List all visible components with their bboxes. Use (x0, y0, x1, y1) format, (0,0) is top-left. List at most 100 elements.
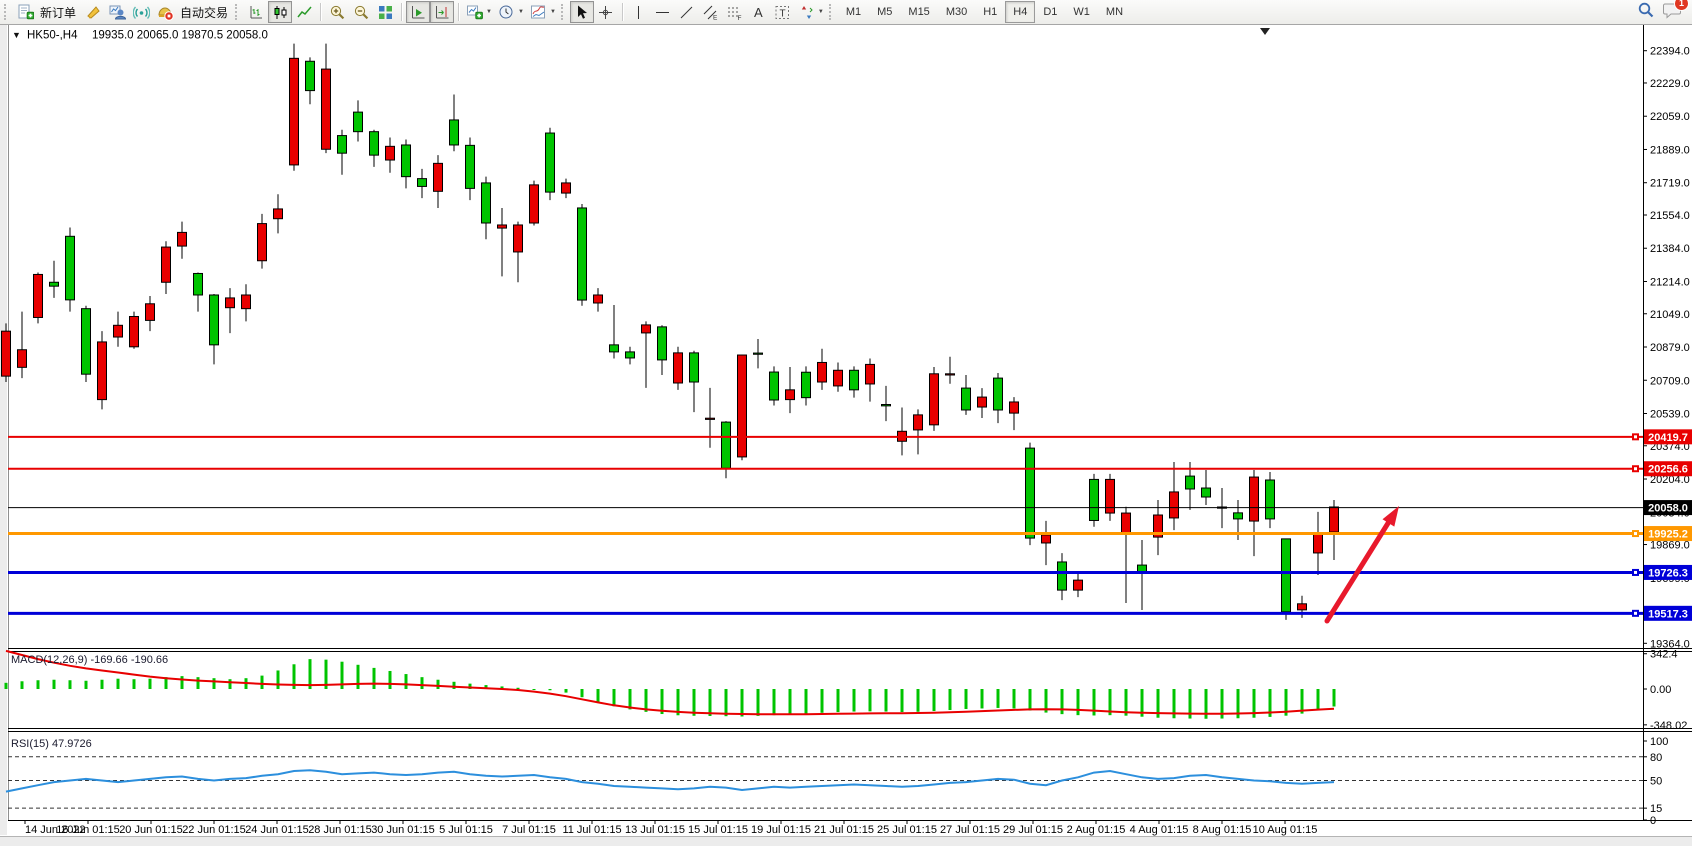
date-axis-label: 13 Jul 01:15 (625, 824, 685, 836)
trend-arrow[interactable] (1324, 506, 1399, 624)
signals-button[interactable] (129, 1, 153, 23)
timeframe-H1[interactable]: H1 (975, 1, 1005, 23)
chart-info-bar: ▼ HK50-,H4 19935.0 20065.0 19870.5 20058… (12, 30, 268, 42)
auto-scroll-button[interactable] (406, 1, 431, 23)
toolbar-grip (828, 4, 835, 20)
line-chart-button[interactable] (292, 1, 316, 23)
arrow-line[interactable] (1324, 517, 1393, 624)
candlestick-chart-button[interactable] (268, 1, 293, 23)
rsi-axis-label: 0 (1650, 815, 1656, 827)
date-axis-label: 22 Jun 01:15 (182, 824, 246, 836)
price-axis[interactable]: 22394.0 22229.0 22059.0 21889.0 21719.0 21554… (1643, 25, 1690, 827)
tile-windows-icon (377, 4, 394, 21)
cursor-button[interactable] (569, 1, 594, 23)
price-axis-label: 21214.0 (1650, 276, 1690, 288)
line-chart-icon (296, 4, 313, 21)
text-icon: A (750, 4, 767, 21)
dropdown-arrow-icon: ▼ (486, 9, 492, 15)
notifications-button[interactable]: 1 (1663, 0, 1689, 24)
arrow-head (1382, 506, 1399, 527)
price-axis-label: 20879.0 (1650, 342, 1690, 354)
new-order-label[interactable]: 新订单 (40, 5, 77, 20)
date-axis-label: 8 Aug 01:15 (1193, 824, 1252, 836)
price-line-badge (1644, 564, 1692, 580)
chart-symbol-period: HK50-,H4 (27, 30, 78, 42)
timeframe-toolbar: M1 M5 M15 M30 H1 H4 D1 W1 MN (838, 1, 1131, 23)
templates-icon (530, 4, 547, 21)
quotes-button[interactable] (81, 1, 105, 23)
macd-signal-line (5, 649, 1335, 716)
price-axis-label: 20539.0 (1650, 409, 1690, 421)
chart-canvas[interactable]: 22394.0 22229.0 22059.0 21889.0 21719.0 21554… (0, 25, 1692, 846)
arrows-button[interactable]: ▼ (795, 1, 827, 23)
templates-button[interactable]: ▼ (527, 1, 559, 23)
autotrading-button[interactable] (153, 1, 177, 23)
timeframe-M1[interactable]: M1 (838, 1, 869, 23)
text-label-button[interactable]: T (771, 1, 795, 23)
dropdown-arrow-icon: ▼ (517, 9, 524, 15)
period-button[interactable]: ▼ (495, 1, 527, 23)
price-line-badge-label: 20256.6 (1648, 464, 1688, 476)
toolbar-separator (458, 3, 460, 21)
chart-area[interactable]: 22394.0 22229.0 22059.0 21889.0 21719.0 21554… (0, 25, 1692, 846)
toolbar-grip (4, 4, 10, 20)
timeframe-M30[interactable]: M30 (938, 1, 975, 23)
notification-badge: 1 (1674, 0, 1689, 11)
zoom-in-button[interactable] (325, 1, 349, 23)
bar-chart-button[interactable] (244, 1, 268, 23)
timeframe-W1[interactable]: W1 (1065, 1, 1098, 23)
new-order-button[interactable] (13, 1, 37, 23)
price-hlines[interactable] (8, 433, 1643, 617)
arrows-icon (798, 4, 815, 21)
timeframe-M5[interactable]: M5 (869, 1, 900, 23)
price-axis-label: 21049.0 (1650, 309, 1690, 321)
date-axis-label: 27 Jul 01:15 (940, 824, 1000, 836)
chart-shift-icon (434, 4, 451, 21)
timeframe-H4[interactable]: H4 (1005, 1, 1036, 23)
date-axis-label: 10 Aug 01:15 (1253, 824, 1318, 836)
market-watch-button[interactable] (105, 1, 129, 23)
price-line-badge-label: 20419.7 (1648, 432, 1688, 444)
text-label-icon: T (774, 4, 791, 21)
cursor-icon (573, 4, 590, 21)
text-button[interactable]: A (747, 1, 771, 23)
equidistant-channel-icon: E (702, 4, 719, 21)
vertical-line-button[interactable] (627, 1, 651, 23)
price-axis-label: 22059.0 (1650, 111, 1690, 123)
date-axis-label: 28 Jun 01:15 (308, 824, 372, 836)
chart-shift-marker[interactable] (1260, 28, 1270, 35)
autotrading-label[interactable]: 自动交易 (180, 5, 229, 20)
crosshair-button[interactable] (594, 1, 618, 23)
trendline-button[interactable] (675, 1, 699, 23)
horizontal-line-button[interactable] (651, 1, 675, 23)
trendline-icon (678, 4, 695, 21)
price-axis-label: 22229.0 (1650, 78, 1690, 90)
price-axis-label: 21384.0 (1650, 243, 1690, 255)
macd-indicator-label: MACD(12,26,9) -169.66 -190.66 (11, 654, 168, 666)
date-axis-label: 19 Jul 01:15 (751, 824, 811, 836)
price-axis-label: 19364.0 (1650, 638, 1690, 650)
zoom-out-button[interactable] (349, 1, 373, 23)
fibonacci-button[interactable]: F (723, 1, 747, 23)
tile-windows-button[interactable] (373, 1, 397, 23)
date-axis-label: 11 Jul 01:15 (562, 824, 621, 836)
ohlc-collapse-icon[interactable]: ▼ (12, 30, 21, 40)
dropdown-arrow-icon: ▼ (817, 9, 824, 15)
date-axis-label: 25 Jul 01:15 (877, 824, 937, 836)
rsi-indicator-label: RSI(15) 47.9726 (11, 738, 92, 750)
price-axis-label: 21719.0 (1650, 178, 1690, 190)
chart-shift-button[interactable] (430, 1, 455, 23)
price-line-badge-label: 19925.2 (1648, 529, 1688, 541)
equidistant-channel-button[interactable]: E (699, 1, 723, 23)
rsi-line (5, 769, 1335, 793)
new-chart-button[interactable]: ▼ (463, 1, 495, 23)
timeframe-MN[interactable]: MN (1098, 1, 1131, 23)
horizontal-line-icon (654, 4, 671, 21)
date-axis-label: 14 Jun 2022 (25, 824, 86, 836)
timeframe-D1[interactable]: D1 (1035, 1, 1065, 23)
price-line-badge-label: 19726.3 (1648, 567, 1688, 579)
search-icon[interactable] (1637, 1, 1655, 24)
timeframe-M15[interactable]: M15 (900, 1, 937, 23)
